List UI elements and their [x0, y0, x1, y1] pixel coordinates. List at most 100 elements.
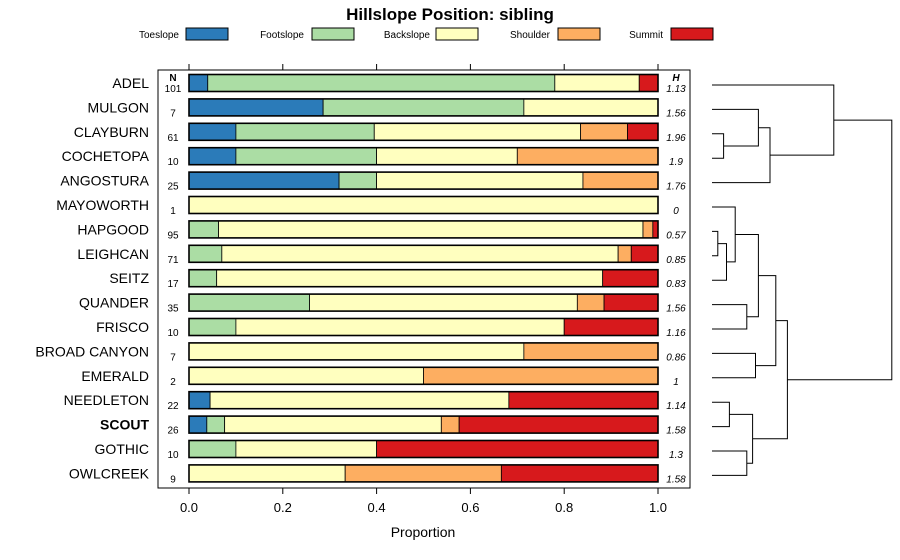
bar-cochetopa-backslope [376, 147, 518, 166]
bar-scout-footslope [206, 415, 226, 434]
bar-clayburn-footslope [235, 122, 375, 141]
bar-leighcan-footslope [188, 244, 223, 263]
x-tick-label-1: 0.2 [274, 500, 292, 515]
row-h-clayburn: 1.96 [666, 133, 686, 144]
row-h-broad-canyon: 0.86 [666, 352, 686, 363]
bar-quander-summit [603, 293, 659, 312]
row-h-adel: 1.13 [666, 84, 686, 95]
bar-hapgood-backslope [218, 220, 644, 239]
row-n-leighcan: 71 [167, 255, 179, 266]
bar-outline-quander [188, 293, 659, 312]
row-n-mayoworth: 1 [170, 206, 176, 217]
row-n-gothic: 10 [167, 450, 179, 461]
row-n-seitz: 17 [167, 279, 179, 290]
dendro-link-8 [712, 206, 736, 263]
bar-seitz-footslope [188, 269, 218, 288]
row-n-needleton: 22 [167, 401, 179, 412]
row-h-hapgood: 0.57 [666, 230, 686, 241]
bar-needleton-summit [508, 391, 659, 410]
bar-outline-mulgon [188, 98, 659, 117]
bar-broad-canyon-backslope [188, 342, 525, 361]
bar-scout-backslope [224, 415, 442, 434]
bar-outline-scout [188, 415, 659, 434]
bar-emerald-shoulder [423, 366, 659, 385]
legend-label-summit: Summit [629, 30, 663, 41]
row-h-gothic: 1.3 [669, 450, 683, 461]
bar-broad-canyon-shoulder [523, 342, 659, 361]
bar-mulgon-toeslope [188, 98, 324, 117]
row-n-angostura: 25 [167, 182, 179, 193]
row-label-gothic: GOTHIC [95, 441, 149, 457]
bar-mulgon-footslope [322, 98, 525, 117]
bar-outline-needleton [188, 390, 659, 410]
row-h-scout: 1.58 [666, 426, 686, 437]
bar-hapgood-shoulder [642, 220, 654, 239]
row-h-angostura: 1.76 [666, 182, 686, 193]
bar-gothic-summit [376, 440, 659, 458]
row-label-emerald: EMERALD [81, 368, 149, 384]
bar-outline-angostura [188, 171, 659, 190]
legend: Toeslope Footslope Backslope Shoulder Summit [139, 27, 714, 41]
row-label-owlcreek: OWLCREEK [69, 465, 150, 481]
bar-outline-broad-canyon [188, 342, 659, 361]
n-header: N [169, 73, 176, 84]
dendro-link-0 [712, 133, 725, 159]
row-n-emerald: 2 [170, 377, 176, 388]
row-label-needleton: NEEDLETON [64, 392, 149, 408]
x-tick-label-2: 0.4 [368, 500, 386, 515]
dendro-link-9 [712, 352, 756, 379]
x-tick-label-3: 0.6 [461, 500, 479, 515]
bar-adel-summit [638, 74, 659, 92]
row-h-mayoworth: 0 [673, 206, 679, 217]
bar-outline-adel [188, 73, 659, 93]
x-tick-label-4: 0.8 [555, 500, 573, 515]
row-n-scout: 26 [167, 426, 179, 437]
row-label-hapgood: HAPGOOD [77, 221, 149, 237]
row-label-broad-canyon: BROAD CANYON [35, 343, 149, 359]
bar-gothic-footslope [188, 440, 237, 458]
bar-leighcan-shoulder [617, 244, 632, 263]
legend-label-toeslope: Toeslope [139, 30, 179, 41]
row-n-frisco: 10 [167, 328, 179, 339]
dendro-link-6 [712, 108, 759, 147]
bar-adel-toeslope [188, 74, 209, 92]
row-h-owlcreek: 1.58 [666, 474, 686, 485]
row-h-quander: 1.56 [666, 304, 686, 315]
row-h-frisco: 1.16 [666, 328, 686, 339]
row-label-scout: SCOUT [100, 417, 149, 433]
row-n-adel: 101 [165, 84, 182, 95]
dendro-link-2 [712, 401, 730, 428]
dendro-link-1 [712, 230, 719, 257]
bar-quander-footslope [188, 293, 310, 312]
dendro-link-14 [752, 320, 788, 440]
legend-swatch-summit [670, 27, 714, 41]
bar-outline-seitz [188, 268, 659, 288]
x-axis-label: Proportion [391, 524, 456, 540]
legend-label-footslope: Footslope [260, 30, 304, 41]
dendro-link-5 [712, 243, 727, 281]
row-label-mayoworth: MAYOWORTH [56, 197, 149, 213]
bar-needleton-toeslope [188, 391, 211, 410]
bar-gothic-backslope [235, 440, 377, 458]
bar-scout-toeslope [188, 415, 208, 434]
bar-cochetopa-toeslope [188, 147, 237, 166]
bar-cochetopa-shoulder [516, 147, 659, 166]
dendro-link-15 [787, 119, 893, 381]
dendrogram [712, 84, 893, 476]
x-tick-label-5: 1.0 [649, 500, 667, 515]
bar-scout-summit [458, 415, 659, 434]
bar-frisco-footslope [188, 318, 237, 336]
row-label-angostura: ANGOSTURA [60, 173, 149, 189]
bar-adel-footslope [207, 74, 556, 92]
bar-clayburn-toeslope [188, 122, 237, 141]
bar-angostura-shoulder [582, 171, 659, 190]
bar-angostura-footslope [338, 171, 377, 190]
row-n-broad-canyon: 7 [170, 352, 176, 363]
chart-title: Hillslope Position: sibling [346, 5, 554, 24]
bar-clayburn-shoulder [580, 122, 628, 141]
legend-label-shoulder: Shoulder [510, 30, 551, 41]
bar-quander-shoulder [576, 293, 605, 312]
dendro-link-4 [712, 304, 748, 330]
row-n-hapgood: 95 [167, 230, 179, 241]
